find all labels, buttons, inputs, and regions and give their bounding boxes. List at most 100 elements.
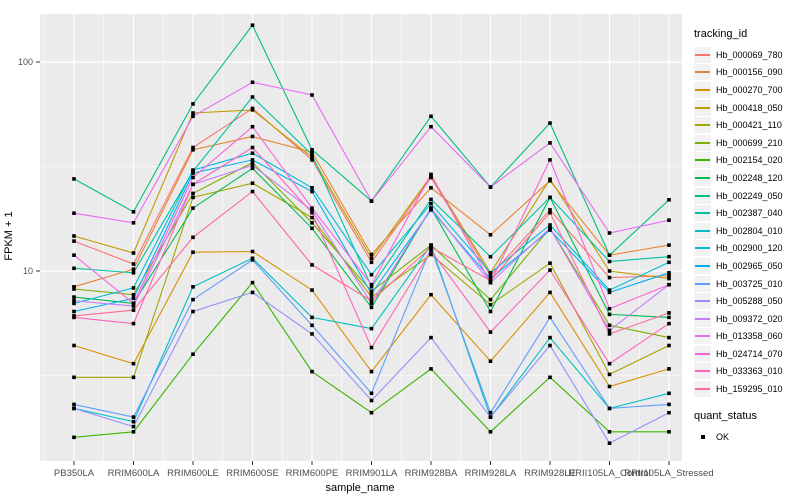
data-point-Hb_000156_090 — [191, 148, 195, 152]
data-point-Hb_002804_010 — [131, 419, 136, 424]
data-point-Hb_002154_020 — [310, 369, 314, 374]
legend-key-line — [695, 335, 710, 338]
data-point-Hb_005288_050 — [369, 398, 374, 403]
legend-key-swatch — [694, 46, 711, 63]
data-point-Hb_002154_020 — [191, 352, 195, 356]
x-tick-label-RRIM928LA: RRIM928LA — [464, 468, 517, 479]
legend-label: Hb_009372_020 — [716, 313, 783, 324]
legend-key-swatch — [694, 64, 711, 81]
data-point-Hb_159295_010 — [488, 278, 493, 283]
data-point-Hb_002249_050 — [667, 198, 671, 202]
data-point-Hb_002248_120 — [488, 309, 493, 314]
data-point-Hb_000270_700 — [191, 250, 195, 254]
legend-entry-Hb_003725_010: Hb_003725_010 — [694, 275, 798, 293]
data-point-Hb_159295_010 — [548, 210, 552, 215]
data-point-Hb_000270_700 — [548, 290, 552, 295]
data-point-Hb_000418_050 — [369, 256, 374, 261]
data-point-Hb_000270_700 — [429, 292, 433, 297]
data-point-Hb_000069_780 — [72, 239, 76, 243]
data-point-Hb_000699_210 — [131, 292, 136, 297]
x-tick-label-RRIM600SE: RRIM600SE — [226, 468, 279, 479]
data-point-Hb_033363_010 — [250, 145, 255, 150]
data-point-Hb_159295_010 — [310, 263, 314, 267]
data-point-Hb_005288_050 — [131, 424, 136, 429]
data-point-Hb_002900_120 — [607, 288, 612, 292]
legend-label: Hb_000156_090 — [716, 67, 783, 78]
legend-key-line — [695, 317, 710, 320]
legend-label: Hb_002900_120 — [716, 243, 783, 254]
data-point-Hb_033363_010 — [607, 361, 612, 366]
data-point-Hb_003725_010 — [369, 391, 374, 396]
legend-label: Hb_002154_020 — [716, 155, 783, 166]
data-point-Hb_002965_050 — [369, 291, 374, 296]
data-point-Hb_002154_020 — [131, 430, 136, 434]
legend-key-swatch — [694, 345, 711, 362]
data-point-Hb_002387_040 — [369, 285, 374, 289]
legend-label: Hb_013358_060 — [716, 331, 783, 342]
data-point-Hb_159295_010 — [369, 299, 374, 303]
legend-key-swatch — [694, 240, 711, 257]
legend-entry-Hb_002804_010: Hb_002804_010 — [694, 222, 798, 240]
legend-entry-Hb_002387_040: Hb_002387_040 — [694, 204, 798, 222]
data-point-Hb_000069_780 — [488, 273, 493, 278]
legend-label: Hb_033363_010 — [716, 366, 783, 377]
legend-label: Hb_003725_010 — [716, 278, 783, 289]
data-point-Hb_002804_010 — [369, 326, 374, 331]
quant-label: OK — [716, 431, 730, 442]
data-point-Hb_024714_070 — [72, 253, 76, 257]
legend-entries: Hb_000069_780 Hb_000156_090 Hb_000270_700 H… — [694, 46, 798, 398]
data-point-Hb_005288_050 — [429, 335, 433, 340]
data-point-Hb_002965_050 — [667, 271, 671, 275]
data-point-Hb_000156_090 — [310, 150, 314, 154]
data-point-Hb_024714_070 — [667, 282, 671, 287]
y-axis-title: FPKM + 1 — [3, 211, 15, 261]
data-point-Hb_002248_120 — [250, 166, 255, 171]
data-point-Hb_024714_070 — [131, 301, 136, 306]
data-point-Hb_005288_050 — [250, 290, 255, 295]
legend-label: Hb_002248_120 — [716, 172, 783, 183]
data-point-Hb_002387_040 — [250, 95, 255, 99]
data-point-Hb_033363_010 — [131, 321, 136, 326]
data-point-Hb_159295_010 — [72, 314, 76, 318]
legend-label: Hb_002804_010 — [716, 225, 783, 236]
data-point-Hb_002804_010 — [191, 285, 195, 289]
data-point-Hb_000156_090 — [488, 233, 493, 237]
data-point-Hb_000699_210 — [369, 289, 374, 294]
legend-key-line — [695, 106, 710, 109]
data-point-Hb_000421_110 — [131, 375, 136, 380]
legend-label: Hb_000699_210 — [716, 137, 783, 148]
data-point-Hb_002900_120 — [310, 186, 314, 190]
y-tick-label-100: 100 — [17, 57, 33, 67]
data-point-Hb_005288_050 — [607, 441, 612, 445]
data-point-Hb_002249_050 — [548, 121, 552, 125]
data-point-Hb_000418_050 — [667, 276, 671, 281]
data-point-Hb_000418_050 — [548, 177, 552, 181]
legend-key-line — [695, 282, 710, 285]
data-point-Hb_005288_050 — [548, 343, 552, 348]
data-point-Hb_000418_050 — [72, 234, 76, 238]
data-point-Hb_033363_010 — [548, 268, 552, 272]
legend-label: Hb_024714_070 — [716, 348, 783, 359]
data-point-Hb_013358_060 — [429, 124, 433, 129]
data-point-Hb_002965_050 — [607, 290, 612, 295]
data-point-Hb_002249_050 — [310, 148, 314, 152]
legend-entry-Hb_000421_110: Hb_000421_110 — [694, 116, 798, 134]
data-point-Hb_013358_060 — [548, 141, 552, 145]
x-tick-label-RRIM600PE: RRIM600PE — [285, 468, 339, 479]
legend-key-line — [695, 124, 710, 127]
data-point-Hb_000270_700 — [369, 369, 374, 374]
legend-key-swatch — [694, 328, 711, 345]
data-point-Hb_000156_090 — [369, 252, 374, 257]
legend-key-swatch — [694, 381, 711, 398]
legend-key-swatch — [694, 134, 711, 151]
legend-entry-Hb_024714_070: Hb_024714_070 — [694, 345, 798, 363]
data-point-Hb_000069_780 — [191, 145, 195, 150]
legend-label: Hb_159295_010 — [716, 384, 783, 395]
legend: tracking_id Hb_000069_780 Hb_000156_090 Hb… — [694, 28, 798, 445]
data-point-Hb_002965_050 — [191, 171, 195, 175]
legend-key-swatch — [694, 169, 711, 186]
legend-key-swatch — [694, 117, 711, 134]
legend-entry-Hb_002154_020: Hb_002154_020 — [694, 152, 798, 170]
data-point-Hb_003725_010 — [548, 315, 552, 320]
data-point-Hb_002900_120 — [369, 272, 374, 277]
